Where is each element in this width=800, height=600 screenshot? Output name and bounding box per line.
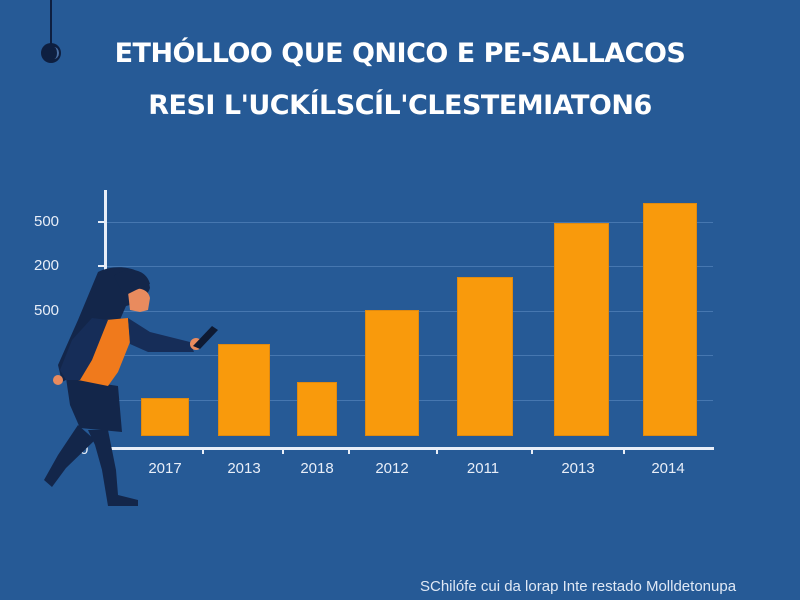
gridline bbox=[107, 222, 713, 223]
x-axis-label: 2013 bbox=[227, 460, 261, 477]
gridline bbox=[107, 266, 713, 267]
x-tick bbox=[531, 449, 533, 454]
x-tick bbox=[436, 449, 438, 454]
bar-2011 bbox=[457, 277, 513, 436]
bar-2018 bbox=[297, 382, 337, 436]
chart-title-line-2: RESI L'UCKÍLSCÍL'CLESTEMIATON6 bbox=[148, 90, 652, 121]
x-tick bbox=[623, 449, 625, 454]
x-tick bbox=[282, 449, 284, 454]
chart-title-line-1: ETHÓLLOO QUE QNICO E PE-SALLACOS bbox=[114, 38, 686, 69]
y-tick bbox=[98, 265, 105, 267]
x-axis bbox=[104, 447, 714, 450]
hanging-pendant-icon bbox=[41, 43, 61, 63]
y-axis-label: 200 bbox=[34, 257, 60, 274]
bar-2012 bbox=[365, 310, 419, 436]
x-tick bbox=[348, 449, 350, 454]
y-axis-label: 500 bbox=[34, 213, 60, 230]
x-axis-label: 2014 bbox=[651, 460, 685, 477]
bar-2017 bbox=[141, 398, 189, 436]
x-axis-label: 2017 bbox=[148, 460, 182, 477]
y-axis-label: 500 bbox=[34, 302, 60, 319]
bar-2014 bbox=[643, 203, 697, 436]
bar-2013-b bbox=[554, 223, 609, 436]
x-axis-label: 2013 bbox=[561, 460, 595, 477]
x-axis-label: 2011 bbox=[466, 460, 500, 477]
x-axis-label: 2018 bbox=[300, 460, 334, 477]
x-axis-label: 2012 bbox=[375, 460, 409, 477]
y-tick bbox=[98, 221, 105, 223]
pendant-line bbox=[50, 0, 52, 46]
bar-2013 bbox=[218, 344, 270, 436]
chart-caption: SChilófe cui da lorap Inte restado Molld… bbox=[420, 578, 737, 595]
x-tick bbox=[202, 449, 204, 454]
y-axis bbox=[104, 190, 107, 449]
